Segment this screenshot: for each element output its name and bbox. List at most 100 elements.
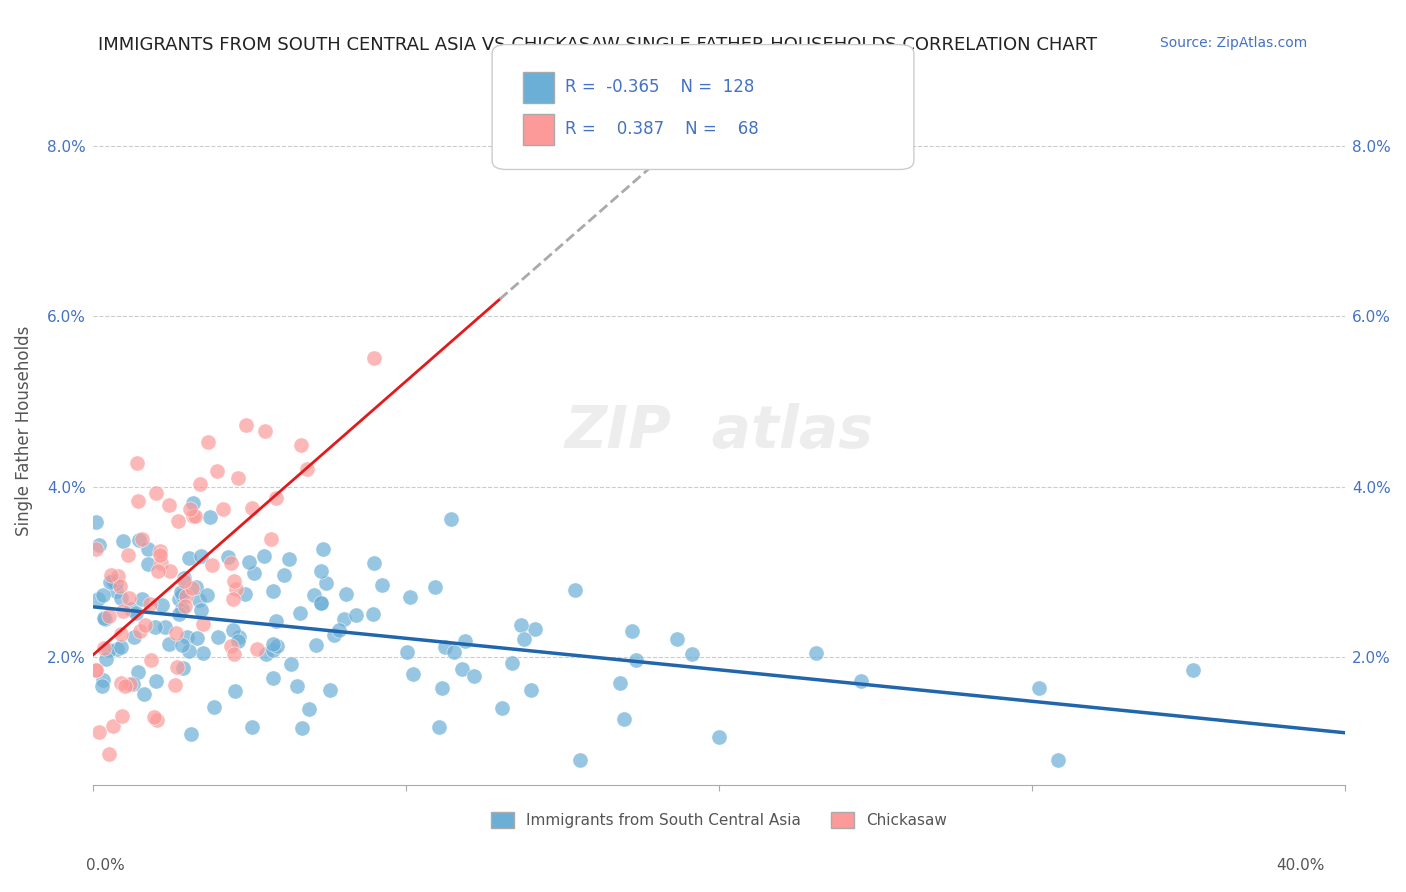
- Point: [626, 653, 648, 667]
- Point: [132, 687, 155, 701]
- Point: [221, 639, 243, 653]
- Point: [273, 568, 295, 582]
- Text: Source: ZipAtlas.com: Source: ZipAtlas.com: [1160, 36, 1308, 50]
- Point: [804, 647, 827, 661]
- Point: [98, 643, 121, 657]
- Point: [174, 599, 197, 613]
- Point: [501, 657, 523, 671]
- Text: 40.0%: 40.0%: [1277, 858, 1324, 872]
- Point: [295, 462, 318, 476]
- Point: [111, 709, 134, 723]
- Point: [110, 579, 132, 593]
- Point: [188, 477, 211, 491]
- Point: [432, 681, 454, 696]
- Point: [150, 556, 173, 570]
- Point: [110, 676, 132, 690]
- Point: [190, 549, 212, 563]
- Point: [665, 632, 688, 646]
- Point: [253, 549, 276, 563]
- Point: [167, 514, 190, 528]
- Point: [309, 596, 332, 610]
- Point: [177, 551, 200, 566]
- Point: [127, 494, 149, 508]
- Point: [172, 602, 194, 616]
- Point: [402, 666, 425, 681]
- Point: [104, 583, 127, 598]
- Point: [260, 532, 283, 546]
- Point: [128, 624, 150, 638]
- Point: [136, 557, 159, 571]
- Text: ZIP  atlas: ZIP atlas: [564, 403, 873, 459]
- Point: [183, 509, 205, 524]
- Point: [315, 576, 337, 591]
- Point: [87, 592, 110, 607]
- Point: [198, 510, 221, 524]
- Point: [114, 679, 136, 693]
- Point: [93, 611, 115, 625]
- Point: [451, 662, 474, 676]
- Point: [344, 608, 367, 623]
- Point: [131, 591, 153, 606]
- Point: [224, 684, 246, 698]
- Point: [150, 599, 173, 613]
- Point: [169, 585, 191, 599]
- Point: [128, 533, 150, 548]
- Point: [170, 638, 193, 652]
- Point: [149, 548, 172, 562]
- Point: [93, 640, 115, 655]
- Point: [277, 552, 299, 566]
- Point: [262, 637, 284, 651]
- Point: [207, 630, 229, 644]
- Point: [510, 617, 533, 632]
- Point: [105, 575, 128, 590]
- Point: [443, 645, 465, 659]
- Point: [246, 641, 269, 656]
- Point: [100, 567, 122, 582]
- Point: [302, 588, 325, 602]
- Point: [111, 533, 134, 548]
- Point: [84, 664, 107, 678]
- Point: [238, 555, 260, 569]
- Point: [188, 592, 211, 607]
- Point: [312, 541, 335, 556]
- Point: [166, 660, 188, 674]
- Legend: Immigrants from South Central Asia, Chickasaw: Immigrants from South Central Asia, Chic…: [485, 805, 953, 834]
- Point: [328, 623, 350, 637]
- Point: [84, 663, 107, 677]
- Point: [681, 648, 703, 662]
- Point: [254, 647, 277, 661]
- Point: [118, 591, 141, 605]
- Point: [193, 616, 215, 631]
- Point: [159, 564, 181, 578]
- Point: [564, 582, 586, 597]
- Point: [235, 417, 257, 432]
- Point: [222, 647, 245, 661]
- Point: [173, 571, 195, 585]
- Point: [520, 683, 543, 698]
- Point: [157, 637, 180, 651]
- Point: [285, 679, 308, 693]
- Point: [91, 673, 114, 687]
- Point: [240, 720, 263, 734]
- Point: [84, 515, 107, 529]
- Point: [253, 424, 276, 438]
- Point: [217, 549, 239, 564]
- Point: [136, 541, 159, 556]
- Point: [122, 630, 145, 644]
- Point: [1028, 681, 1050, 696]
- Point: [621, 624, 644, 638]
- Point: [322, 628, 344, 642]
- Point: [399, 590, 422, 604]
- Point: [290, 606, 312, 620]
- Point: [371, 578, 394, 592]
- Point: [463, 669, 485, 683]
- Point: [172, 661, 194, 675]
- Point: [117, 548, 139, 562]
- Point: [454, 633, 477, 648]
- Point: [120, 601, 142, 615]
- Point: [145, 673, 167, 688]
- Point: [184, 508, 207, 523]
- Point: [89, 538, 111, 552]
- Point: [225, 582, 247, 596]
- Point: [100, 575, 122, 590]
